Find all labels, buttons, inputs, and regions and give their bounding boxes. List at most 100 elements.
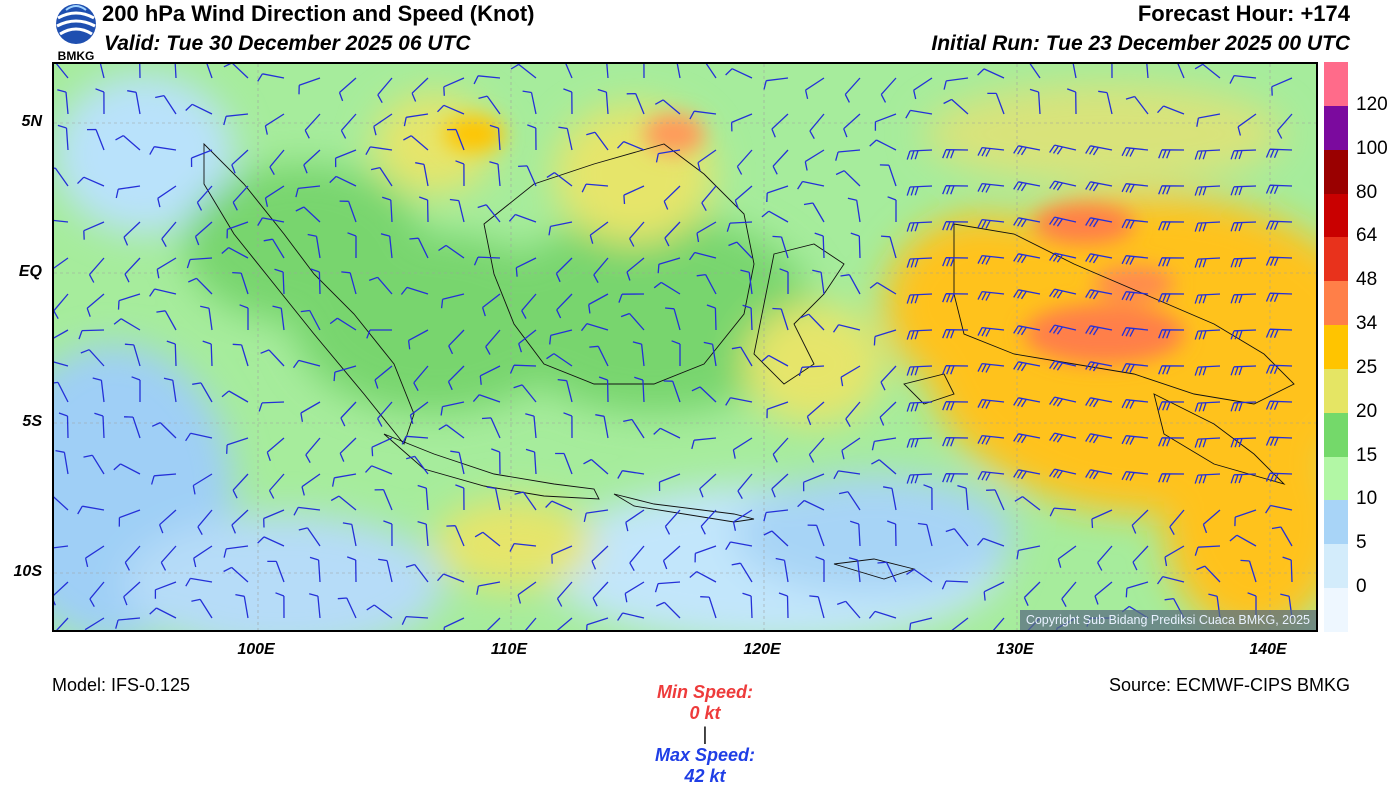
wind-barb: [268, 473, 285, 499]
wind-barb: [437, 573, 465, 583]
wind-barb: [274, 268, 285, 295]
wind-barb: [340, 113, 357, 139]
wind-barb: [197, 509, 213, 536]
wind-barb: [200, 305, 213, 331]
wind-barb: [663, 380, 681, 403]
wind-barb: [269, 149, 285, 176]
wind-barb: [307, 233, 321, 259]
wind-barb: [1265, 292, 1293, 303]
wind-barb: [232, 473, 249, 499]
wind-barb: [473, 75, 501, 85]
wind-barb: [809, 113, 825, 140]
wind-barb: [1085, 397, 1113, 408]
wind-barb: [906, 568, 933, 583]
wind-barb: [742, 592, 753, 619]
wind-barb: [1049, 144, 1077, 155]
wind-barb: [691, 386, 717, 403]
wind-barb: [1194, 473, 1221, 484]
colorbar-label: 10: [1356, 488, 1378, 510]
wind-barb: [726, 221, 753, 232]
wind-barb: [977, 537, 1005, 547]
wind-barb: [407, 329, 429, 350]
wind-barb: [906, 221, 933, 232]
speed-shading: [54, 74, 1316, 630]
wind-barb: [292, 359, 321, 369]
wind-barb: [629, 545, 645, 572]
wind-barb: [347, 232, 357, 258]
wind-barb: [845, 401, 861, 428]
wind-barb: [127, 90, 141, 115]
wind-barb: [1111, 64, 1113, 79]
wind-barb: [333, 365, 357, 382]
initial-run: Initial Run: Tue 23 December 2025 00 UTC: [931, 32, 1350, 55]
wind-barb: [766, 185, 789, 203]
wind-barb: [1121, 255, 1149, 265]
wind-barb: [906, 329, 933, 340]
wind-barb: [263, 509, 285, 528]
wind-barb: [295, 185, 321, 198]
wind-barb: [943, 98, 969, 115]
wind-barb: [583, 509, 609, 523]
wind-barb: [383, 520, 393, 547]
wind-barb: [580, 322, 609, 332]
wind-barb: [1085, 469, 1113, 480]
wind-barb: [472, 394, 501, 403]
wind-barb: [740, 269, 753, 295]
wind-barb: [771, 473, 789, 498]
wind-barb: [1265, 256, 1293, 267]
wind-barb: [1049, 288, 1077, 299]
colorbar-segment: [1324, 105, 1348, 151]
wind-barb: [485, 329, 501, 355]
wind-barb: [986, 489, 1005, 511]
wind-barb: [80, 349, 105, 367]
wind-barb: [118, 509, 141, 527]
wind-barb: [977, 290, 1005, 301]
wind-barb: [55, 64, 69, 79]
wind-barb: [239, 304, 249, 330]
wind-barb: [401, 615, 429, 625]
wind-barb: [1194, 221, 1221, 232]
wind-barb: [174, 64, 177, 79]
wind-barb: [221, 390, 249, 403]
wind-barb: [365, 146, 393, 156]
wind-barb: [330, 495, 357, 511]
wind-barb: [378, 558, 393, 583]
wind-barb: [563, 88, 573, 115]
wind-barb: [797, 180, 825, 190]
wind-barb: [951, 617, 969, 630]
wind-barb: [812, 269, 825, 295]
wind-barb: [56, 617, 69, 630]
colorbar: [1324, 62, 1348, 633]
wind-barb: [942, 401, 969, 411]
wind-barb: [1265, 472, 1293, 483]
wind-barb: [800, 313, 825, 331]
wind-barb: [1158, 437, 1185, 447]
wind-barb: [840, 274, 861, 295]
wind-barb: [626, 92, 645, 115]
wind-barb: [115, 185, 141, 199]
wind-barb: [54, 329, 69, 339]
wind-barb: [1276, 113, 1293, 139]
wind-barb: [55, 449, 69, 475]
wind-barb: [665, 307, 681, 331]
wind-barb: [84, 545, 105, 568]
wind-barb: [1271, 526, 1293, 547]
wind-barb: [57, 124, 69, 151]
wind-barb: [115, 617, 141, 629]
colorbar-segment: [1324, 500, 1348, 545]
wind-barb: [1085, 361, 1113, 372]
wind-barb: [705, 64, 717, 79]
wind-barb: [185, 432, 213, 442]
wind-barb: [694, 545, 717, 563]
colorbar-segment: [1324, 149, 1348, 195]
wind-barb: [691, 437, 717, 450]
wind-barb: [689, 571, 717, 583]
wind-barb: [905, 109, 933, 119]
colorbar-label: 15: [1356, 444, 1378, 466]
wind-barb: [1158, 149, 1185, 159]
wind-barb: [977, 68, 1005, 79]
wind-barb: [232, 185, 249, 211]
wind-barb: [643, 64, 645, 79]
wind-barb: [1194, 437, 1221, 448]
wind-barb: [592, 581, 609, 607]
